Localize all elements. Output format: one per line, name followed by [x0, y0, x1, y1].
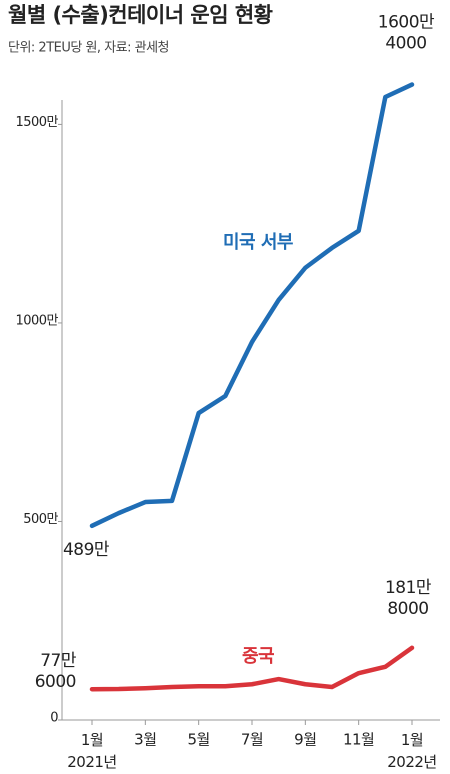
x-tick-label: 11월 — [343, 731, 374, 749]
y-tick-label: 0 — [50, 711, 58, 726]
series-line — [89, 82, 415, 529]
legend-label: 미국 서부 — [223, 232, 293, 253]
y-tick-label: 500만 — [23, 512, 58, 527]
x-tick-label: 3월 — [134, 731, 156, 749]
x-tick-label: 7월 — [241, 731, 263, 749]
chart-title: 월별 (수출)컨테이너 운임 현황 — [8, 3, 273, 27]
value-label: 77만 6000 — [35, 651, 77, 692]
y-tick-label: 1000만 — [15, 313, 58, 328]
value-label: 1600만 4000 — [378, 13, 435, 54]
y-tick-label: 1500만 — [15, 115, 58, 130]
x-tick-label: 1월 2021년 — [67, 731, 116, 771]
value-label: 489만 — [63, 540, 110, 560]
x-tick-label: 9월 — [294, 731, 316, 749]
x-tick-label: 5월 — [187, 731, 209, 749]
chart-subtitle: 단위: 2TEU당 원, 자료: 관세청 — [8, 41, 169, 56]
x-tick-label: 1월 2022년 — [387, 731, 436, 771]
legend-label: 중국 — [242, 646, 274, 667]
series-line — [89, 645, 415, 692]
value-label: 181만 8000 — [385, 578, 432, 619]
